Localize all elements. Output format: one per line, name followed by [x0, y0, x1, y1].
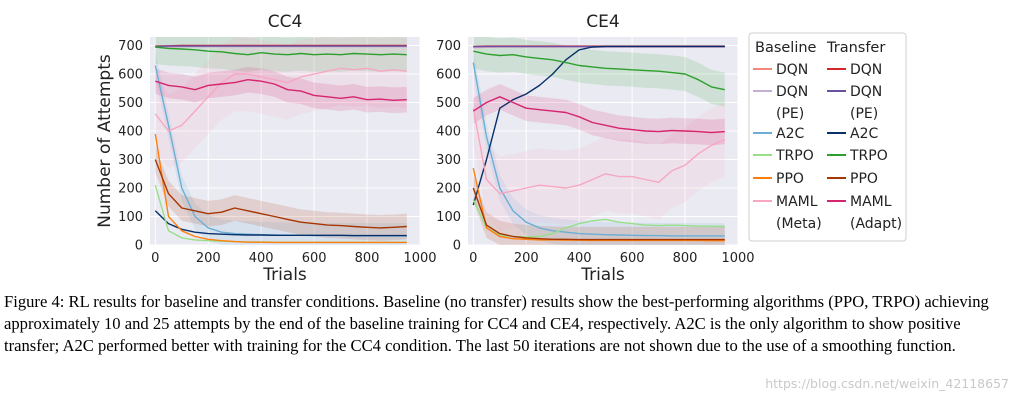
y-tick-label: 100 [118, 210, 143, 225]
legend-label-transfer: DQN [850, 84, 882, 100]
x-tick-label: 200 [196, 251, 221, 266]
series-line-maml-adapt [155, 78, 407, 102]
y-tick-label: 100 [436, 210, 461, 225]
series-line-trpo-transfer [473, 50, 725, 91]
legend-label-baseline: A2C [776, 126, 804, 142]
legend-label-transfer: MAML [850, 194, 892, 210]
y-tick-label: 500 [118, 96, 143, 111]
y-tick-label: 500 [436, 96, 461, 111]
series-line-a2c-transfer [472, 45, 725, 206]
y-tick-label: 700 [436, 39, 461, 54]
x-tick-label: 800 [673, 251, 698, 266]
x-tick-label: 400 [567, 251, 592, 266]
legend-label-transfer: A2C [850, 126, 878, 142]
band-trpo-transfer [473, 37, 725, 107]
y-tick-label: 0 [135, 239, 143, 254]
y-tick-label: 300 [118, 153, 143, 168]
x-tick-label: 0 [469, 251, 477, 266]
legend-header-transfer: Transfer [826, 40, 885, 56]
legend-label-baseline: DQN [776, 62, 808, 78]
band-maml-adapt [473, 84, 725, 146]
legend-header-baseline: Baseline [755, 40, 817, 56]
x-tick-label: 600 [620, 251, 645, 266]
legend-sublabel-baseline: (PE) [776, 106, 804, 122]
y-tick-label: 400 [118, 125, 143, 140]
band-a2c-baseline [155, 52, 407, 245]
y-tick-label: 600 [436, 68, 461, 83]
y-tick-label: 700 [118, 39, 143, 54]
y-axis-label: Number of Attempts [95, 54, 115, 228]
band-a2c-baseline [473, 49, 725, 245]
series-group [154, 37, 407, 245]
legend-sublabel-baseline: (Meta) [776, 216, 822, 232]
series-line-ppo-transfer [472, 187, 725, 241]
legend-label-baseline: TRPO [775, 148, 814, 164]
x-tick-label: 600 [302, 251, 327, 266]
series-line-maml-meta [154, 67, 407, 132]
legend-label-transfer: TRPO [849, 148, 888, 164]
series-line-maml-adapt [472, 96, 725, 134]
legend-label-transfer: DQN [850, 62, 882, 78]
x-tick-label: 200 [514, 251, 539, 266]
legend: Baseline Transfer DQN DQN DQN DQN (PE) (PE) A2C A… [748, 32, 907, 242]
y-tick-label: 0 [453, 239, 461, 254]
band-ppo-transfer [473, 175, 725, 245]
band-maml-adapt [155, 66, 407, 114]
series-line-a2c-baseline [472, 62, 725, 237]
series-line-a2c-transfer [154, 210, 407, 237]
band-maml-meta [473, 71, 725, 231]
x-tick-label: 0 [151, 251, 159, 266]
y-tick-label: 200 [436, 182, 461, 197]
series-line-ppo-baseline [472, 167, 725, 242]
legend-frame [748, 32, 907, 242]
x-axis-label: Trials [262, 265, 307, 285]
x-tick-label: 1000 [403, 251, 436, 266]
series-line-ppo-transfer [154, 159, 407, 229]
chart-title: CC4 [268, 12, 303, 32]
chart-ce4: 0 100 200 300 400 500 600 700 0 200 400 600 800 1000 C… [436, 12, 754, 285]
x-tick-label: 1000 [721, 251, 754, 266]
y-tick-label: 600 [118, 68, 143, 83]
y-tick-label: 200 [118, 182, 143, 197]
legend-label-baseline: MAML [776, 194, 818, 210]
figure-caption: Figure 4: RL results for baseline and tr… [4, 292, 989, 355]
series-group [472, 37, 726, 245]
legend-label-baseline: DQN [776, 84, 808, 100]
legend-sublabel-transfer: (Adapt) [850, 216, 902, 232]
x-tick-label: 800 [355, 251, 380, 266]
chart-cc4: 0 100 200 300 400 500 600 700 0 200 400 600 800 1000 C… [95, 12, 437, 285]
y-tick-label: 400 [436, 125, 461, 140]
legend-label-baseline: PPO [776, 171, 804, 187]
band-ppo-transfer [155, 146, 407, 241]
series-line-maml-meta [472, 108, 726, 195]
watermark: https://blog.csdn.net/weixin_42118657 [765, 376, 1009, 391]
series-line-ppo-baseline [154, 133, 407, 244]
band-maml-meta [155, 37, 407, 169]
chart-title: CE4 [586, 12, 619, 32]
y-tick-label: 300 [436, 153, 461, 168]
x-tick-label: 400 [249, 251, 274, 266]
x-axis-label: Trials [580, 265, 625, 285]
legend-sublabel-transfer: (PE) [850, 106, 878, 122]
series-line-trpo-transfer [155, 46, 407, 56]
legend-label-transfer: PPO [850, 171, 878, 187]
